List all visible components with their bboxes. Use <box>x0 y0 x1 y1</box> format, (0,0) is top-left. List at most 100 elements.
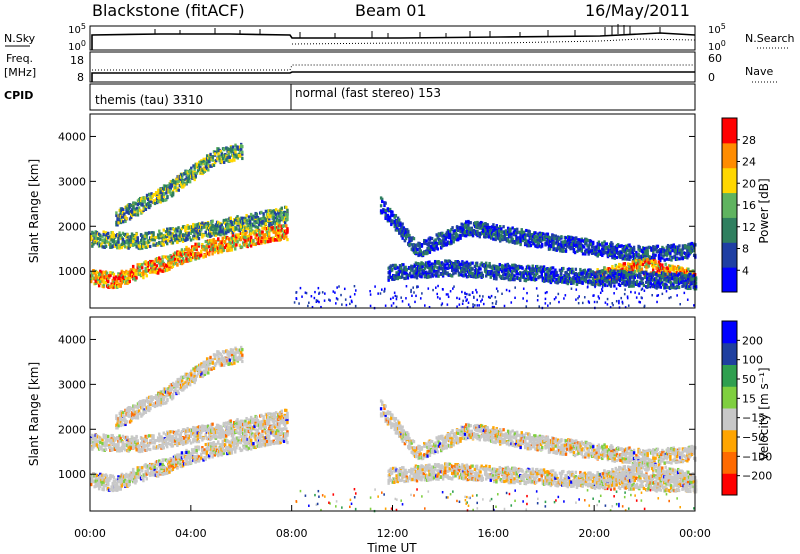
power-cell-42 <box>99 281 102 285</box>
power-cell-397 <box>181 252 185 256</box>
power-cell-4518 <box>499 275 503 279</box>
power-cell-2341 <box>399 222 402 226</box>
power-cell-208 <box>137 265 141 269</box>
power-cell-1854 <box>145 193 149 197</box>
power-cell-271 <box>153 262 156 266</box>
power-cell-4236 <box>432 269 436 273</box>
power-cell-1840 <box>142 196 145 200</box>
power-cell-3439 <box>653 257 656 261</box>
power-cell-4608 <box>519 278 522 282</box>
power-cell-3503 <box>669 251 672 256</box>
power-cell-739 <box>263 235 266 239</box>
power-cell-1169 <box>167 238 170 243</box>
power-cell-333 <box>168 265 171 269</box>
power-cell-3763 <box>627 262 630 266</box>
power-cell-2532 <box>442 238 445 242</box>
power-cell-1433 <box>224 218 228 222</box>
power-cell-2472 <box>428 241 432 245</box>
power-cell-1555 <box>249 226 253 230</box>
power-cell-2177 <box>222 160 226 164</box>
power-cell-1621 <box>266 212 270 217</box>
power-cell-4264 <box>439 263 443 268</box>
power-cell-1962 <box>171 178 175 183</box>
power-cell-726 <box>261 226 264 230</box>
freq-label-line1: Freq. <box>6 52 33 65</box>
power-cell-4420 <box>475 264 479 268</box>
power-cell-219 <box>141 266 144 270</box>
power-cell-801 <box>277 228 280 232</box>
power-cell-4396 <box>469 271 472 275</box>
power-cell-2280 <box>386 207 390 211</box>
power-cell-4508 <box>497 269 500 274</box>
power-cell-2925 <box>534 231 537 235</box>
power-cell-3828 <box>641 262 645 266</box>
power-cell-2754 <box>492 232 495 237</box>
power-cell-3799 <box>635 259 638 264</box>
power-cell-642 <box>240 245 244 249</box>
power-cell-2151 <box>216 150 219 154</box>
power-cell-785 <box>273 226 277 230</box>
power-cell-2840 <box>513 229 517 233</box>
power-cell-2437 <box>420 243 424 247</box>
power-cell-1758 <box>124 219 127 224</box>
power-cell-185 <box>131 264 135 269</box>
power-cell-2920 <box>533 241 536 245</box>
power-cell-2258 <box>381 197 384 201</box>
power-cell-2473 <box>428 250 432 254</box>
power-cell-615 <box>232 242 236 246</box>
power-cell-3511 <box>671 249 674 253</box>
power-cell-4767 <box>555 270 558 275</box>
power-cell-2444 <box>423 251 426 256</box>
power-cell-4784 <box>559 273 563 278</box>
power-cell-3915 <box>666 267 670 271</box>
power-cell-487 <box>204 239 207 244</box>
date-title: 16/May/2011 <box>585 1 690 20</box>
power-cell-381 <box>178 257 181 261</box>
power-cell-702 <box>255 233 259 237</box>
power-cell-105 <box>113 277 117 281</box>
power-cell-4927 <box>591 276 595 281</box>
power-cell-2251 <box>241 145 244 149</box>
power-cell-98 <box>112 272 116 277</box>
power-cell-1053 <box>136 238 139 243</box>
power-cell-3467 <box>660 253 663 257</box>
power-cell-3710 <box>615 265 619 269</box>
power-cell-233 <box>144 266 147 270</box>
power-cell-2665 <box>472 228 476 233</box>
power-cell-4532 <box>503 276 506 281</box>
power-cell-1982 <box>176 179 179 184</box>
power-cell-3594 <box>690 242 694 246</box>
power-cell-296 <box>159 268 162 272</box>
power-cell-3025 <box>556 240 560 244</box>
power-cell-3077 <box>569 241 572 245</box>
power-cell-200 <box>135 276 138 280</box>
power-cell-1430 <box>224 231 228 235</box>
power-cell-2460 <box>426 251 429 255</box>
power-cell-3357 <box>632 248 636 252</box>
power-cell-2514 <box>438 239 442 243</box>
power-cell-365 <box>175 254 178 258</box>
power-cell-3057 <box>564 247 568 251</box>
power-cell-3147 <box>584 250 587 254</box>
power-cell-1484 <box>236 215 239 219</box>
power-cell-4593 <box>515 272 519 276</box>
power-cell-4774 <box>557 280 561 284</box>
power-cell-3218 <box>602 248 605 252</box>
power-cell-2098 <box>202 157 205 161</box>
power-cell-2296 <box>390 213 393 217</box>
nsky-noise-line <box>91 32 696 50</box>
power-cell-1158 <box>164 237 168 241</box>
power-cell-763 <box>268 232 271 236</box>
power-cell-762 <box>268 235 271 239</box>
power-cell-3377 <box>638 245 641 249</box>
power-cell-4513 <box>497 272 500 277</box>
power-cell-4947 <box>595 272 598 276</box>
power-cell-2791 <box>500 227 503 231</box>
power-cell-2498 <box>434 241 437 245</box>
power-cell-3273 <box>613 256 616 260</box>
power-cell-2617 <box>461 224 464 228</box>
power-cell-1826 <box>139 208 142 213</box>
power-cell-2951 <box>540 235 544 239</box>
power-cell-4844 <box>572 277 575 281</box>
